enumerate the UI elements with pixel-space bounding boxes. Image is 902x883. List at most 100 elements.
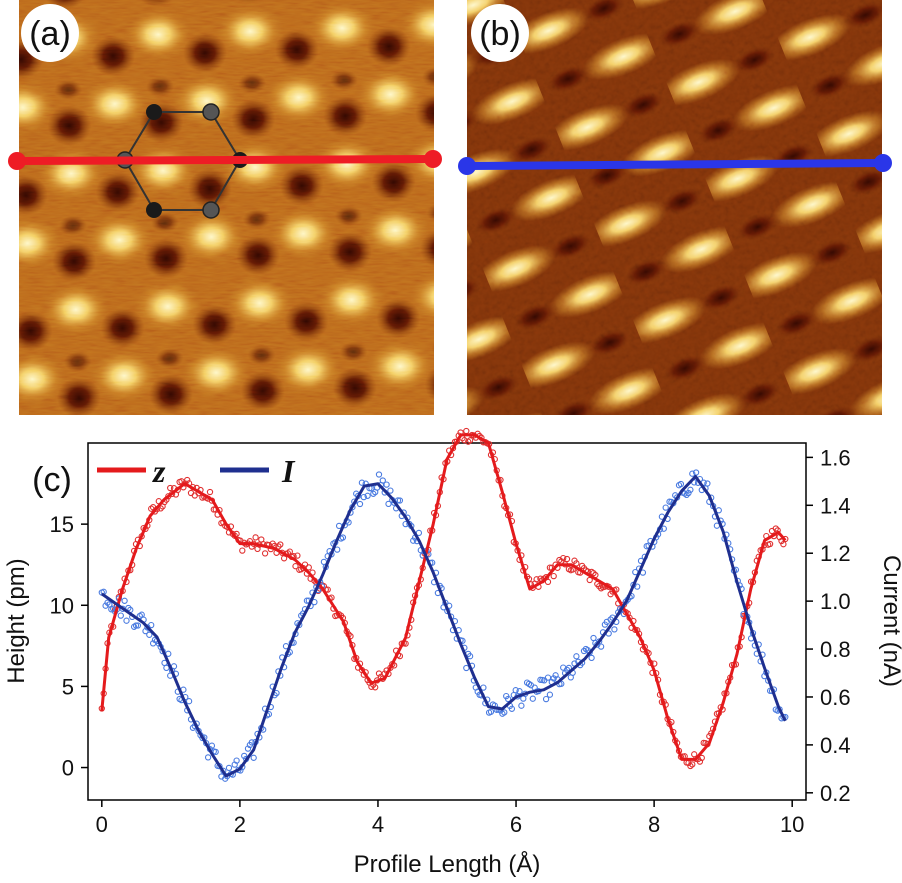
z-data-point <box>372 684 379 691</box>
axes: 0 2 4 6 8 10 0 5 10 15 0.2 0.4 0.6 0.8 1.0 1.2 1.4 1.6 <box>50 445 851 837</box>
I-data-point <box>364 492 371 499</box>
atom-grey <box>202 201 220 219</box>
y-axis-title: Height (pm) <box>3 558 30 683</box>
I-data-point <box>248 739 255 746</box>
I-data-point <box>546 691 554 698</box>
z-data-point <box>184 476 191 484</box>
x-tick-label: 4 <box>372 812 384 837</box>
I-data-point <box>529 695 536 702</box>
x-axis-title: Profile Length (Å) <box>354 850 541 878</box>
z-data-point <box>252 534 259 541</box>
I-data-point <box>379 477 386 484</box>
z-data-point <box>698 754 705 762</box>
y2-tick-label: 1.0 <box>820 589 851 614</box>
x-tick-label: 6 <box>510 812 522 837</box>
y2-tick-label: 1.6 <box>820 445 851 470</box>
z-data-point <box>261 550 269 557</box>
z-data-point <box>772 525 779 532</box>
y-tick-label: 5 <box>62 674 74 699</box>
z-data-point <box>689 761 696 768</box>
I-data-point <box>148 621 155 629</box>
I-data-point <box>687 486 694 493</box>
I-data-point <box>501 709 508 716</box>
series-lines <box>100 433 787 778</box>
panel-b: (b) <box>458 0 892 415</box>
I-data-point <box>189 724 197 731</box>
panel-label-b: (b) <box>479 15 521 53</box>
z-data-point <box>550 572 557 580</box>
z-data-point <box>544 578 552 586</box>
panel-label-badge <box>23 450 81 508</box>
I-data-point <box>512 687 519 694</box>
I-data-point <box>121 597 128 604</box>
profile-line-a <box>8 150 442 170</box>
stm-image-b <box>467 0 882 415</box>
I-data-point <box>123 617 130 624</box>
I-data-point <box>565 664 573 672</box>
z-data-point <box>766 540 774 548</box>
I-data-point <box>370 490 377 497</box>
x-tick-label: 0 <box>96 812 108 837</box>
I-data-point <box>208 742 216 749</box>
I-data-point <box>588 654 595 662</box>
z-data-point <box>780 541 787 548</box>
x-tick-label: 10 <box>780 812 804 837</box>
I-data-point <box>339 534 347 541</box>
I-data-point <box>704 480 711 487</box>
I-data-point <box>677 480 685 488</box>
z-data-point <box>563 555 571 563</box>
z-data-point <box>206 488 214 496</box>
y2-tick-label: 0.8 <box>820 637 851 662</box>
I-data-point <box>212 748 219 756</box>
z-data-point <box>305 564 312 571</box>
z-data-point <box>277 541 284 548</box>
atom-dark <box>146 104 162 120</box>
I-data-point <box>662 504 669 511</box>
legend-label-I: I <box>281 453 296 489</box>
I-data-point <box>185 698 193 705</box>
I-data-point <box>204 754 212 761</box>
I-data-point <box>104 599 111 606</box>
I-data-point <box>463 664 470 672</box>
legend-label-z: z <box>152 453 166 489</box>
panel-label-c: (c) <box>32 461 72 499</box>
panel-label-badge <box>471 4 529 62</box>
y-tick-label: 10 <box>50 593 74 618</box>
x-tick-label: 2 <box>234 812 246 837</box>
I-data-point <box>225 764 233 772</box>
I-data-point <box>689 470 696 477</box>
I-data-point <box>410 537 417 544</box>
I-data-point <box>466 653 474 660</box>
legend: z I <box>97 453 296 489</box>
z-data-point <box>324 586 331 593</box>
I-data-point <box>360 493 367 501</box>
panel-label-badge <box>21 4 79 62</box>
I-data-point <box>692 469 700 476</box>
I-data-point <box>611 626 618 633</box>
I-data-point <box>550 675 557 682</box>
z-data-point <box>239 547 246 554</box>
I-data-point <box>233 757 240 764</box>
I-data-point <box>146 631 153 638</box>
I-data-point <box>132 622 140 629</box>
z-data-point <box>463 427 470 435</box>
I-data-point <box>134 622 142 629</box>
profile-chart: 0 2 4 6 8 10 0 5 10 15 0.2 0.4 0.6 0.8 1.0 1.2 1.4 1.6 (c… <box>3 427 902 878</box>
I-data-point <box>356 500 364 508</box>
z-data-point <box>167 484 174 492</box>
I-data-point <box>683 491 690 499</box>
I-data-point <box>597 643 605 650</box>
I-data-point <box>383 481 390 488</box>
I-data-point <box>516 688 523 695</box>
I-data-point <box>163 664 170 672</box>
x-tick-label: 8 <box>648 812 660 837</box>
z-series-line <box>100 433 787 761</box>
I-data-point <box>387 487 394 494</box>
z-data-point <box>292 563 299 570</box>
z-data-point <box>590 569 597 577</box>
y2-tick-label: 0.4 <box>820 733 851 758</box>
I-data-point <box>375 471 383 478</box>
z-data-point <box>286 548 293 555</box>
I-data-point <box>385 500 392 508</box>
